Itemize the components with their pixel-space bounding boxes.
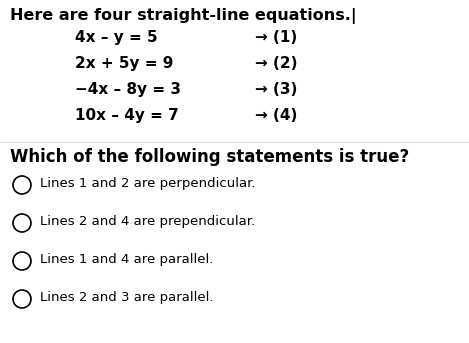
Text: −4x – 8y = 3: −4x – 8y = 3 bbox=[75, 82, 181, 97]
Text: 10x – 4y = 7: 10x – 4y = 7 bbox=[75, 108, 179, 123]
Text: → (1): → (1) bbox=[255, 30, 297, 45]
Text: → (4): → (4) bbox=[255, 108, 297, 123]
Text: Lines 2 and 3 are parallel.: Lines 2 and 3 are parallel. bbox=[40, 292, 213, 305]
Text: → (2): → (2) bbox=[255, 56, 297, 71]
Text: Lines 1 and 2 are perpendicular.: Lines 1 and 2 are perpendicular. bbox=[40, 177, 256, 190]
Text: 4x – y = 5: 4x – y = 5 bbox=[75, 30, 158, 45]
Text: Lines 2 and 4 are prependicular.: Lines 2 and 4 are prependicular. bbox=[40, 215, 255, 228]
Text: → (3): → (3) bbox=[255, 82, 297, 97]
Text: Lines 1 and 4 are parallel.: Lines 1 and 4 are parallel. bbox=[40, 253, 213, 267]
Text: Which of the following statements is true?: Which of the following statements is tru… bbox=[10, 148, 409, 166]
Text: Here are four straight-line equations.|: Here are four straight-line equations.| bbox=[10, 8, 356, 24]
Text: 2x + 5y = 9: 2x + 5y = 9 bbox=[75, 56, 174, 71]
